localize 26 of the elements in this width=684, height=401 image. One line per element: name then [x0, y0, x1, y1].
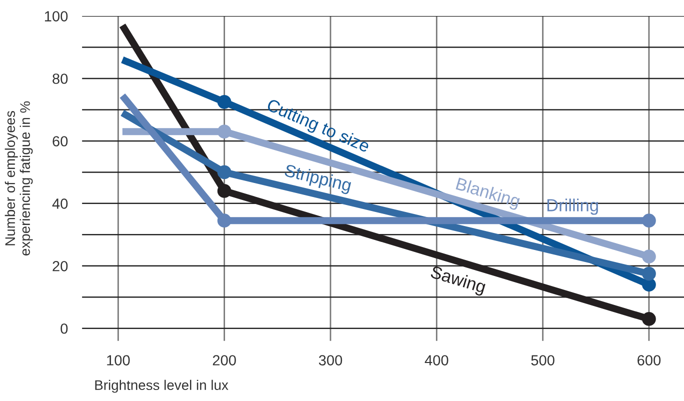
x-tick-label: 400 — [424, 355, 448, 366]
y-tick-label: 100 — [44, 11, 68, 22]
point — [217, 214, 232, 228]
point — [217, 124, 232, 139]
y-axis-title: Number of employees experiencing fatigue in % — [4, 101, 33, 256]
x-tick-label: 600 — [638, 355, 661, 366]
y-tick-label: 20 — [52, 260, 68, 272]
x-axis-title: Brightness level in lux — [95, 380, 228, 393]
y-tick-label: 80 — [52, 74, 68, 84]
y-tick-label: 60 — [52, 136, 68, 146]
point — [642, 214, 656, 228]
point — [642, 278, 656, 292]
point — [642, 250, 656, 264]
y-tick-label: 40 — [52, 198, 68, 209]
point — [217, 165, 232, 180]
x-tick-label: 100 — [107, 355, 130, 366]
x-tick-label: 300 — [318, 355, 342, 366]
point — [642, 266, 656, 281]
x-tick-label: 200 — [212, 355, 236, 366]
point — [642, 312, 656, 326]
x-tick-label: 500 — [531, 355, 554, 366]
point — [217, 94, 232, 109]
text: Sawing — [429, 265, 486, 296]
y-tick-label: 0 — [60, 323, 68, 334]
point — [217, 184, 232, 198]
text: Stripping — [283, 164, 352, 195]
